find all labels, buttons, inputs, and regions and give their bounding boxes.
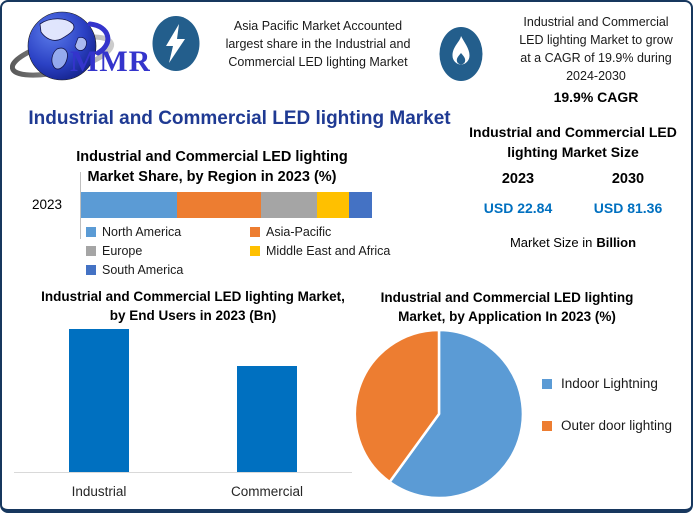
legend-label: Asia-Pacific [266,225,332,239]
market-size-value-2023: USD 22.84 [483,200,553,217]
application-chart-title: Industrial and Commercial LED lighting M… [380,290,634,324]
market-size-panel: Industrial and Commercial LED lighting M… [463,123,683,250]
pie-slice [388,328,525,500]
globe-icon [10,11,115,81]
legend-item: Europe [86,244,250,258]
market-size-year-2030: 2030 [611,171,645,188]
region-axis-line [80,172,81,239]
legend-item: North America [86,225,250,239]
enduser-label-commercial: Commercial [230,484,303,499]
cagr-label: 19.9% CAGR [553,88,639,105]
market-size-year-2023: 2023 [501,171,535,188]
legend-label: Outer door lighting [561,418,673,433]
market-size-title: Industrial and Commercial LED lighting M… [469,124,677,160]
market-size-years-row: 2023 2030 [463,171,683,187]
legend-swatch-icon [542,420,552,431]
bar-segment [177,192,262,218]
legend-item: Asia-Pacific [250,225,396,239]
region-chart-title: Industrial and Commercial LED lighting M… [76,149,348,185]
legend-label: Indoor Lightning [561,376,658,391]
enduser-bar-industrial [69,329,129,473]
legend-item: Outer door lighting [542,418,691,433]
market-size-note-unit: Billion [596,235,637,251]
legend-item: Indoor Lightning [542,376,691,391]
application-pie [353,328,525,500]
legend-item: South America [86,263,250,277]
flame-icon [439,27,483,81]
market-size-note: Market Size in Billion [463,235,683,250]
pie-slice [353,328,441,484]
bar-segment [261,192,317,218]
header-fact-cagr-text: Industrial and Commercial LED lighting M… [519,15,673,84]
enduser-chart-title: Industrial and Commercial LED lighting M… [41,289,345,323]
mmr-logo: MMR [10,11,150,81]
legend-swatch-icon [86,265,96,275]
logo-text: MMR [70,45,150,78]
header-fact-cagr-block: Industrial and Commercial LED lighting M… [499,13,691,105]
bar-segment [316,192,349,218]
bar-segment [81,192,178,218]
legend-label: Middle East and Africa [266,244,391,258]
legend-label: Europe [102,244,143,258]
page-title: Industrial and Commercial LED lighting M… [28,108,451,129]
legend-swatch-icon [250,246,260,256]
lightning-bolt-icon [152,16,200,71]
header-fact-asia-pacific: Asia Pacific Market Accounted largest sh… [225,19,411,70]
region-stacked-bar [81,192,373,218]
logo-blue-swoosh [87,21,111,56]
enduser-plot [2,329,352,473]
legend-swatch-icon [542,378,552,389]
legend-label: North America [102,225,182,239]
pie-legend: Indoor Lightning Outer door lighting [542,376,691,460]
region-legend: North America Asia-Pacific Europe Middle Ea… [86,225,396,277]
market-size-value-2030: USD 81.36 [593,200,663,217]
market-size-values-row: USD 22.84 USD 81.36 [463,200,683,216]
legend-label: South America [102,263,184,277]
market-size-note-text: Market Size in [509,235,593,251]
enduser-bar-commercial [237,366,297,473]
enduser-baseline [14,472,352,473]
legend-swatch-icon [86,227,96,237]
legend-item: Middle East and Africa [250,244,396,258]
enduser-label-industrial: Industrial [71,484,127,499]
bar-segment [348,192,373,218]
region-year-label: 2023 [32,197,63,212]
legend-swatch-icon [86,246,96,256]
legend-swatch-icon [250,227,260,237]
